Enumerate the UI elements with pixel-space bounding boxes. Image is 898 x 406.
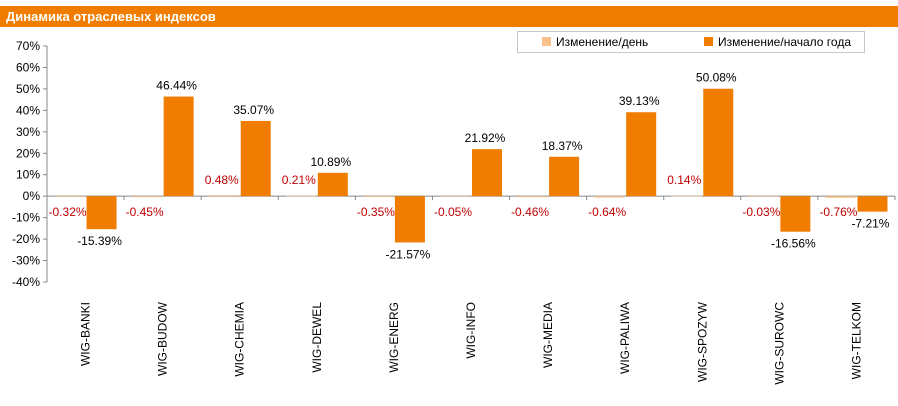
chart-title-bar: Динамика отраслевых индексов [0,6,898,27]
data-label-daily: -0.45% [126,205,164,219]
y-tick-label: 40% [16,103,40,117]
y-tick-label: 30% [16,125,40,139]
bar-ytd [240,120,271,197]
data-label-daily: 0.21% [282,173,316,187]
category-label: WIG-CHEMIA [233,302,247,377]
legend-label-daily: Изменение/день [556,35,649,49]
y-tick-label: -20% [12,232,40,246]
y-tick-label: -10% [12,211,40,225]
category-label: WIG-TELKOM [849,302,863,379]
bar-daily [748,196,779,197]
y-tick-label: 0% [23,189,41,203]
legend-label-ytd: Изменение/начало года [718,35,851,49]
bar-daily [517,196,548,198]
category-label: WIG-SPOZYW [695,301,709,382]
data-label-ytd: 39.13% [619,94,660,108]
bar-daily [671,195,702,197]
y-tick-label: 50% [16,82,40,96]
chart-legend: Изменение/день Изменение/начало года [517,31,865,53]
data-label-ytd: 10.89% [310,155,351,169]
data-label-ytd: 35.07% [233,103,274,117]
bar-ytd [163,96,194,197]
data-label-ytd: 21.92% [465,131,506,145]
bar-daily [362,196,393,197]
data-label-ytd: -15.39% [77,234,122,248]
bar-daily [440,196,470,197]
bar-daily [131,196,162,198]
category-label: WIG-BANKI [79,302,93,366]
y-tick-label: 20% [16,146,40,160]
data-label-daily: -0.46% [511,205,549,219]
legend-item-ytd: Изменение/начало года [704,34,851,50]
data-label-ytd: -7.21% [851,217,889,231]
category-label: WIG-MEDIA [541,302,555,368]
category-label: WIG-SUROWC [772,302,786,385]
y-tick-label: 70% [16,39,40,53]
data-label-daily: -0.76% [819,205,857,219]
bar-daily [594,196,625,198]
data-label-daily: -0.32% [49,205,87,219]
data-label-ytd: 18.37% [542,139,583,153]
bar-ytd [703,88,734,197]
y-tick-label: -30% [12,254,40,268]
data-label-daily: 0.14% [667,173,701,187]
data-label-ytd: 50.08% [696,71,737,85]
data-label-ytd: 46.44% [156,79,197,93]
bar-daily [285,195,316,197]
data-label-daily: -0.03% [742,205,780,219]
bar-ytd [394,196,425,243]
legend-item-daily: Изменение/день [542,34,648,50]
bar-daily [825,196,856,198]
data-label-daily: -0.05% [434,205,472,219]
legend-swatch-daily [542,37,551,47]
bar-daily [208,195,239,197]
bar-ytd [86,196,117,230]
bar-daily [54,196,85,197]
y-tick-label: 60% [16,60,40,74]
data-label-daily: -0.35% [357,205,395,219]
data-label-daily: 0.48% [205,173,239,187]
bar-ytd [626,112,657,197]
category-label: WIG-PALIWA [618,302,632,374]
data-label-ytd: -16.56% [771,237,816,251]
category-label: WIG-BUDOW [156,301,170,376]
y-tick-label: 10% [16,168,40,182]
legend-swatch-ytd [704,37,713,47]
bar-ytd [549,156,580,197]
category-label: WIG-INFO [464,302,478,359]
bar-ytd [857,196,888,212]
bar-ytd [317,172,348,197]
category-label: WIG-ENERG [387,302,401,373]
bar-ytd [472,149,502,197]
data-label-daily: -0.64% [588,205,626,219]
category-label: WIG-DEWEL [310,302,324,373]
data-label-ytd: -21.57% [386,247,431,261]
bar-ytd [780,196,811,232]
y-tick-label: -40% [12,275,40,289]
chart-title: Динамика отраслевых индексов [6,9,216,24]
